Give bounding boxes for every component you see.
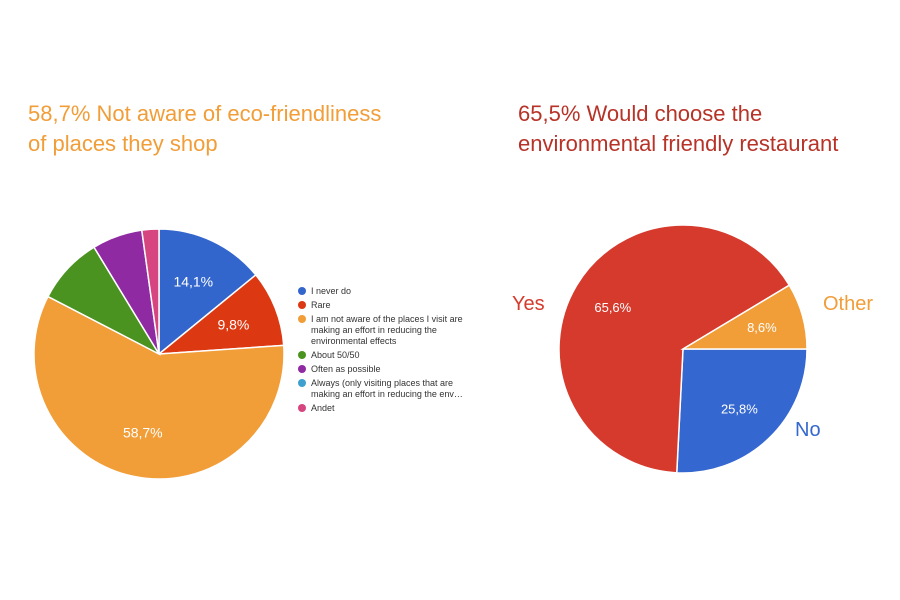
pie-data-label-other: 8,6%	[747, 320, 777, 335]
pie-slice-i-never-do	[158, 228, 257, 356]
left-pie-chart: 14,1% 9,8% 58,7%	[33, 228, 285, 480]
legend-swatch	[298, 379, 306, 387]
pie-data-label-no: 25,8%	[721, 401, 758, 416]
right-chart-title-line-2: environmental friendly restaurant	[518, 131, 839, 156]
right-chart-title: 65,5% Would choose the environmental fri…	[518, 99, 838, 159]
pie-slice-other	[680, 284, 808, 350]
legend-item: Rare	[298, 300, 488, 311]
legend-item: Andet	[298, 403, 488, 414]
legend-label: Andet	[311, 403, 335, 413]
legend-label: making an effort in reducing the	[311, 325, 437, 335]
legend-swatch	[298, 287, 306, 295]
legend-label: Rare	[311, 300, 331, 310]
pie-data-label-i-never-do: 14,1%	[173, 274, 213, 290]
legend-swatch	[298, 351, 306, 359]
legend-label: Always (only visiting places that are	[311, 378, 454, 388]
legend-label: About 50/50	[311, 350, 360, 360]
pie-data-label-yes: 65,6%	[594, 300, 631, 315]
legend-item: Always (only visiting places that are mak…	[298, 378, 488, 400]
pie-slice-i-am-not-aware-of-the-places-i-visit-are	[33, 295, 285, 480]
legend-label: environmental effects	[311, 336, 397, 346]
legend-item: I never do	[298, 286, 488, 297]
legend-label: I never do	[311, 286, 352, 296]
legend-label: Often as possible	[311, 364, 381, 374]
legend-label: making an effort in reducing the env…	[311, 389, 463, 399]
pie-data-label-rare: 9,8%	[217, 317, 249, 333]
category-label-no: No	[795, 419, 821, 441]
category-label-other: Other	[823, 293, 873, 315]
legend-item: About 50/50	[298, 350, 488, 361]
left-chart-title-line-2: of places they shop	[28, 131, 218, 156]
legend-swatch	[298, 301, 306, 309]
pie-slice-andet	[140, 228, 160, 355]
legend-swatch	[298, 315, 306, 323]
pie-slice-rare	[156, 273, 285, 355]
pie-slice-no	[675, 348, 808, 474]
left-chart-legend: I never do Rare I am not aware of the plac…	[298, 286, 488, 417]
pie-slice-yes	[558, 224, 791, 474]
left-chart-title-line-1: 58,7% Not aware of eco-friendliness	[28, 101, 382, 126]
legend-swatch	[298, 365, 306, 373]
legend-label: I am not aware of the places I visit are	[311, 314, 463, 324]
pie-data-label-i-am-not-aware-of-the-places-i-visit-are: 58,7%	[123, 424, 163, 440]
legend-item: I am not aware of the places I visit are…	[298, 314, 488, 347]
right-chart-title-line-1: 65,5% Would choose the	[518, 101, 763, 126]
category-label-yes: Yes	[512, 293, 545, 315]
right-pie-chart: 25,8% 65,6% 8,6% Yes Other No	[512, 224, 873, 474]
legend-swatch	[298, 404, 306, 412]
left-chart-title: 58,7% Not aware of eco-friendliness of p…	[28, 99, 381, 159]
legend-item: Often as possible	[298, 364, 488, 375]
